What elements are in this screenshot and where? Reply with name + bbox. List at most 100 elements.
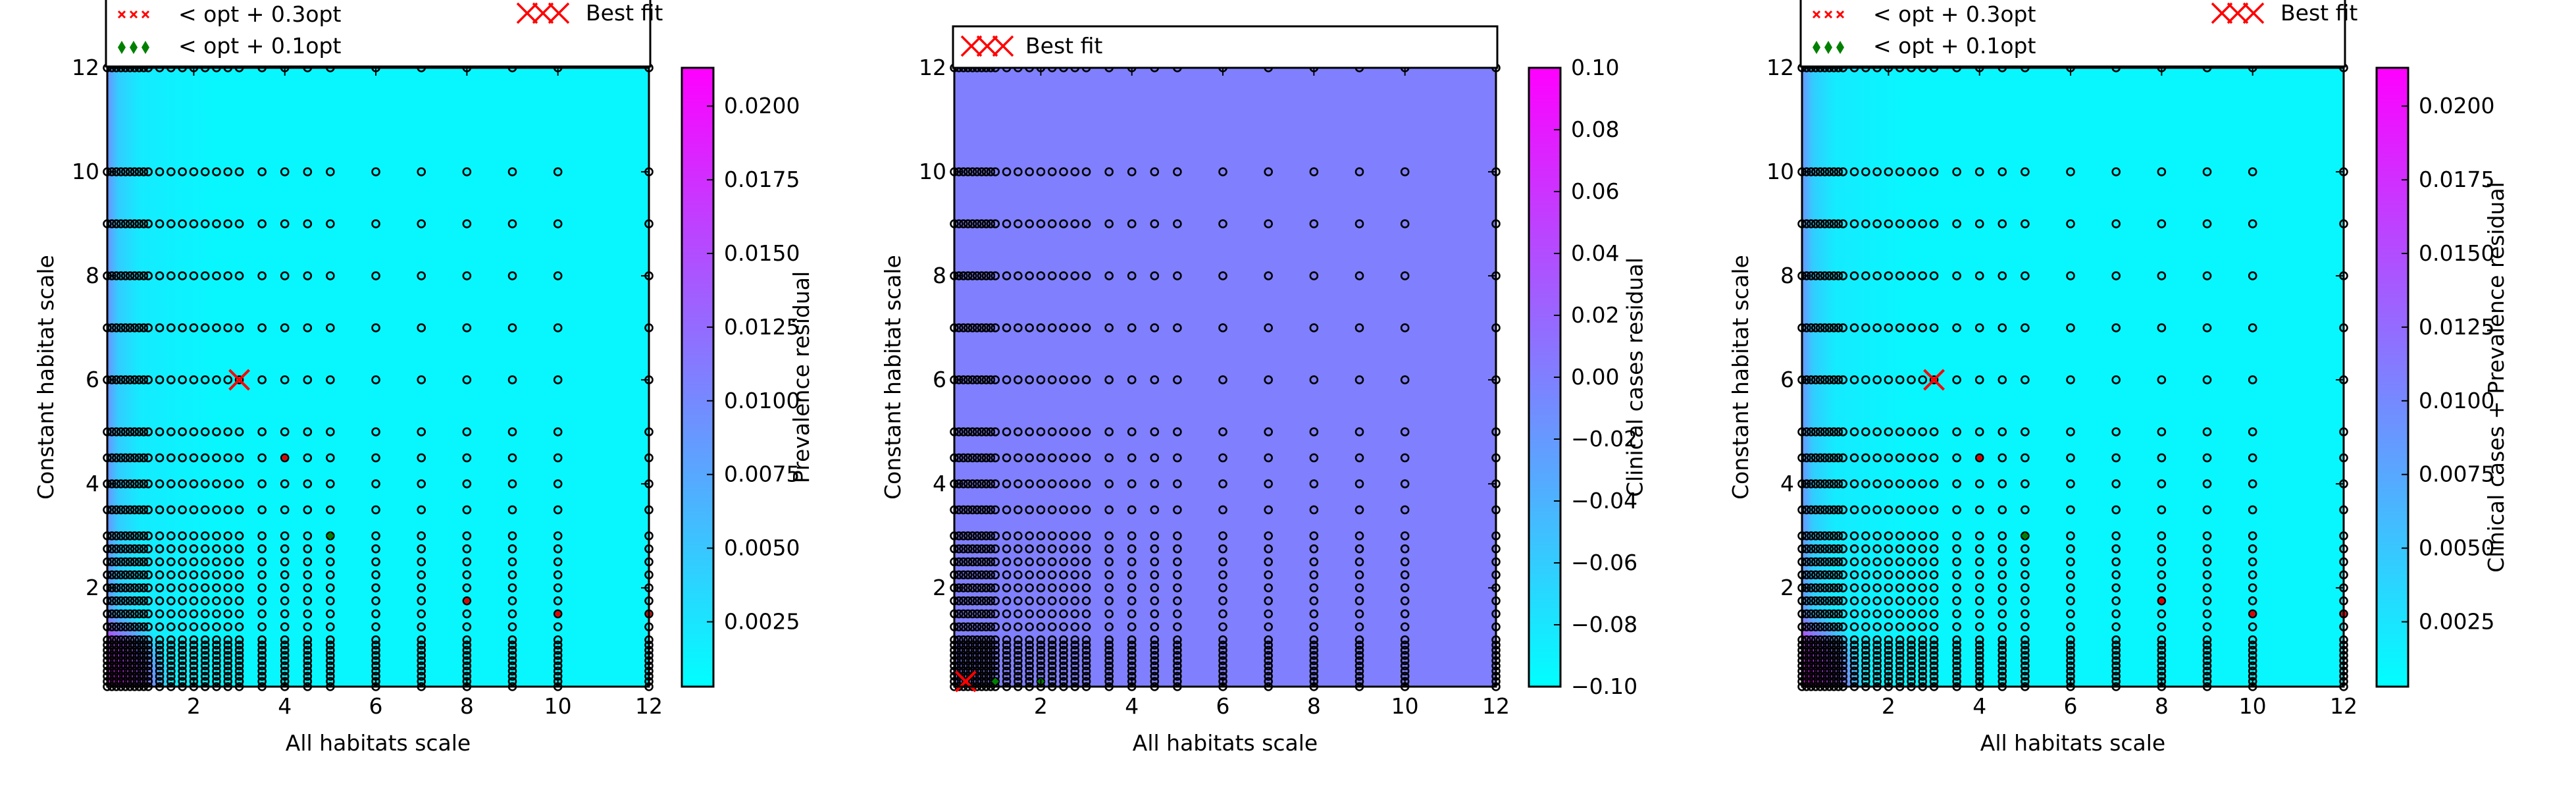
sample-point bbox=[1997, 167, 2007, 176]
sample-point bbox=[1059, 323, 1068, 332]
sample-point bbox=[1173, 650, 1182, 660]
sample-point bbox=[1849, 650, 1859, 660]
legend-label: < opt + 0.1opt bbox=[178, 33, 341, 59]
sample-point bbox=[120, 609, 130, 619]
sample-point bbox=[2021, 596, 2030, 606]
sample-point bbox=[1895, 666, 1905, 676]
colorbar-frame bbox=[2375, 66, 2409, 688]
sample-point bbox=[991, 641, 1000, 650]
sample-point bbox=[155, 479, 165, 488]
sample-point bbox=[1872, 641, 1882, 650]
sample-point bbox=[143, 656, 153, 666]
sample-point bbox=[1895, 271, 1905, 280]
sample-point bbox=[1127, 645, 1137, 655]
sample-point bbox=[2066, 531, 2075, 540]
sample-point bbox=[981, 645, 991, 655]
sample-point bbox=[1872, 557, 1882, 567]
sample-point bbox=[977, 609, 987, 619]
sample-point bbox=[1907, 609, 1916, 619]
y-tick-label: 12 bbox=[1766, 55, 1794, 80]
sample-point bbox=[2021, 479, 2030, 488]
sample-point bbox=[257, 453, 267, 463]
sample-point bbox=[120, 427, 130, 436]
sample-point bbox=[1104, 596, 1114, 606]
sample-point bbox=[326, 583, 335, 592]
sample-point bbox=[2111, 661, 2121, 671]
sample-point bbox=[2111, 323, 2121, 332]
sample-point bbox=[1218, 505, 1227, 515]
sample-point bbox=[200, 479, 210, 488]
sample-point bbox=[1820, 167, 1830, 176]
legend-marker-green-diamond bbox=[142, 41, 149, 54]
sample-point bbox=[963, 641, 973, 650]
sample-point bbox=[1907, 570, 1916, 579]
sample-point bbox=[1104, 635, 1114, 645]
sample-point bbox=[1838, 645, 1848, 655]
sample-point bbox=[1834, 375, 1843, 384]
sample-point bbox=[1807, 666, 1816, 676]
sample-point bbox=[1952, 661, 1961, 671]
sample-point bbox=[1929, 635, 1939, 645]
sample-point bbox=[462, 427, 472, 436]
sample-point bbox=[223, 677, 233, 686]
sample-point bbox=[280, 544, 290, 554]
sample-point bbox=[1070, 453, 1080, 463]
sample-point bbox=[1400, 641, 1410, 650]
sample-point bbox=[189, 666, 199, 676]
x-tick-label: 8 bbox=[2155, 693, 2169, 719]
sample-point bbox=[1070, 505, 1080, 515]
sample-point bbox=[2021, 219, 2030, 228]
sample-point bbox=[200, 427, 210, 436]
x-tick-label: 8 bbox=[460, 693, 474, 719]
sample-point bbox=[257, 672, 267, 681]
sample-point bbox=[1918, 656, 1928, 666]
sample-point bbox=[155, 666, 165, 676]
sample-point bbox=[553, 271, 563, 280]
sample-point bbox=[1173, 219, 1182, 228]
sample-point bbox=[981, 427, 991, 436]
sample-point bbox=[1081, 271, 1091, 280]
sample-point bbox=[1059, 650, 1068, 660]
sample-point bbox=[326, 635, 335, 645]
sample-point bbox=[1895, 557, 1905, 567]
sample-point bbox=[417, 375, 426, 384]
sample-point bbox=[1047, 531, 1057, 540]
sample-point bbox=[167, 427, 176, 436]
sample-point bbox=[1952, 672, 1961, 681]
sample-point bbox=[2248, 505, 2257, 515]
sample-point bbox=[1974, 583, 1984, 592]
sample-point bbox=[553, 479, 563, 488]
sample-point bbox=[1834, 672, 1843, 681]
sample-point bbox=[120, 583, 130, 592]
sample-point bbox=[1025, 596, 1034, 606]
sample-point bbox=[1070, 635, 1080, 645]
sample-point bbox=[959, 596, 968, 606]
sample-point bbox=[303, 650, 313, 660]
sample-point bbox=[417, 645, 426, 655]
sample-point bbox=[212, 271, 221, 280]
sample-point bbox=[977, 479, 987, 488]
sample-point bbox=[1974, 375, 1984, 384]
sample-point bbox=[1849, 375, 1859, 384]
sample-point bbox=[959, 650, 968, 660]
sample-point bbox=[1829, 635, 1839, 645]
sample-point bbox=[155, 645, 165, 655]
sample-point bbox=[1036, 661, 1046, 671]
sample-point bbox=[112, 650, 121, 660]
sample-point bbox=[234, 661, 244, 671]
sample-point bbox=[1002, 453, 1012, 463]
sample-point bbox=[1834, 645, 1843, 655]
sample-point bbox=[1127, 666, 1137, 676]
sample-point bbox=[1997, 375, 2007, 384]
sample-point bbox=[234, 427, 244, 436]
sample-point bbox=[1834, 650, 1843, 660]
sample-point bbox=[1173, 609, 1182, 619]
sample-point bbox=[1974, 635, 1984, 645]
sample-point bbox=[1872, 661, 1882, 671]
sample-point bbox=[1014, 271, 1023, 280]
sample-point bbox=[986, 635, 996, 645]
sample-point bbox=[167, 505, 176, 515]
x-axis-label: All habitats scale bbox=[1980, 730, 2165, 756]
sample-point bbox=[1047, 479, 1057, 488]
colorbar-tick-label: 0.00 bbox=[1571, 364, 1619, 390]
